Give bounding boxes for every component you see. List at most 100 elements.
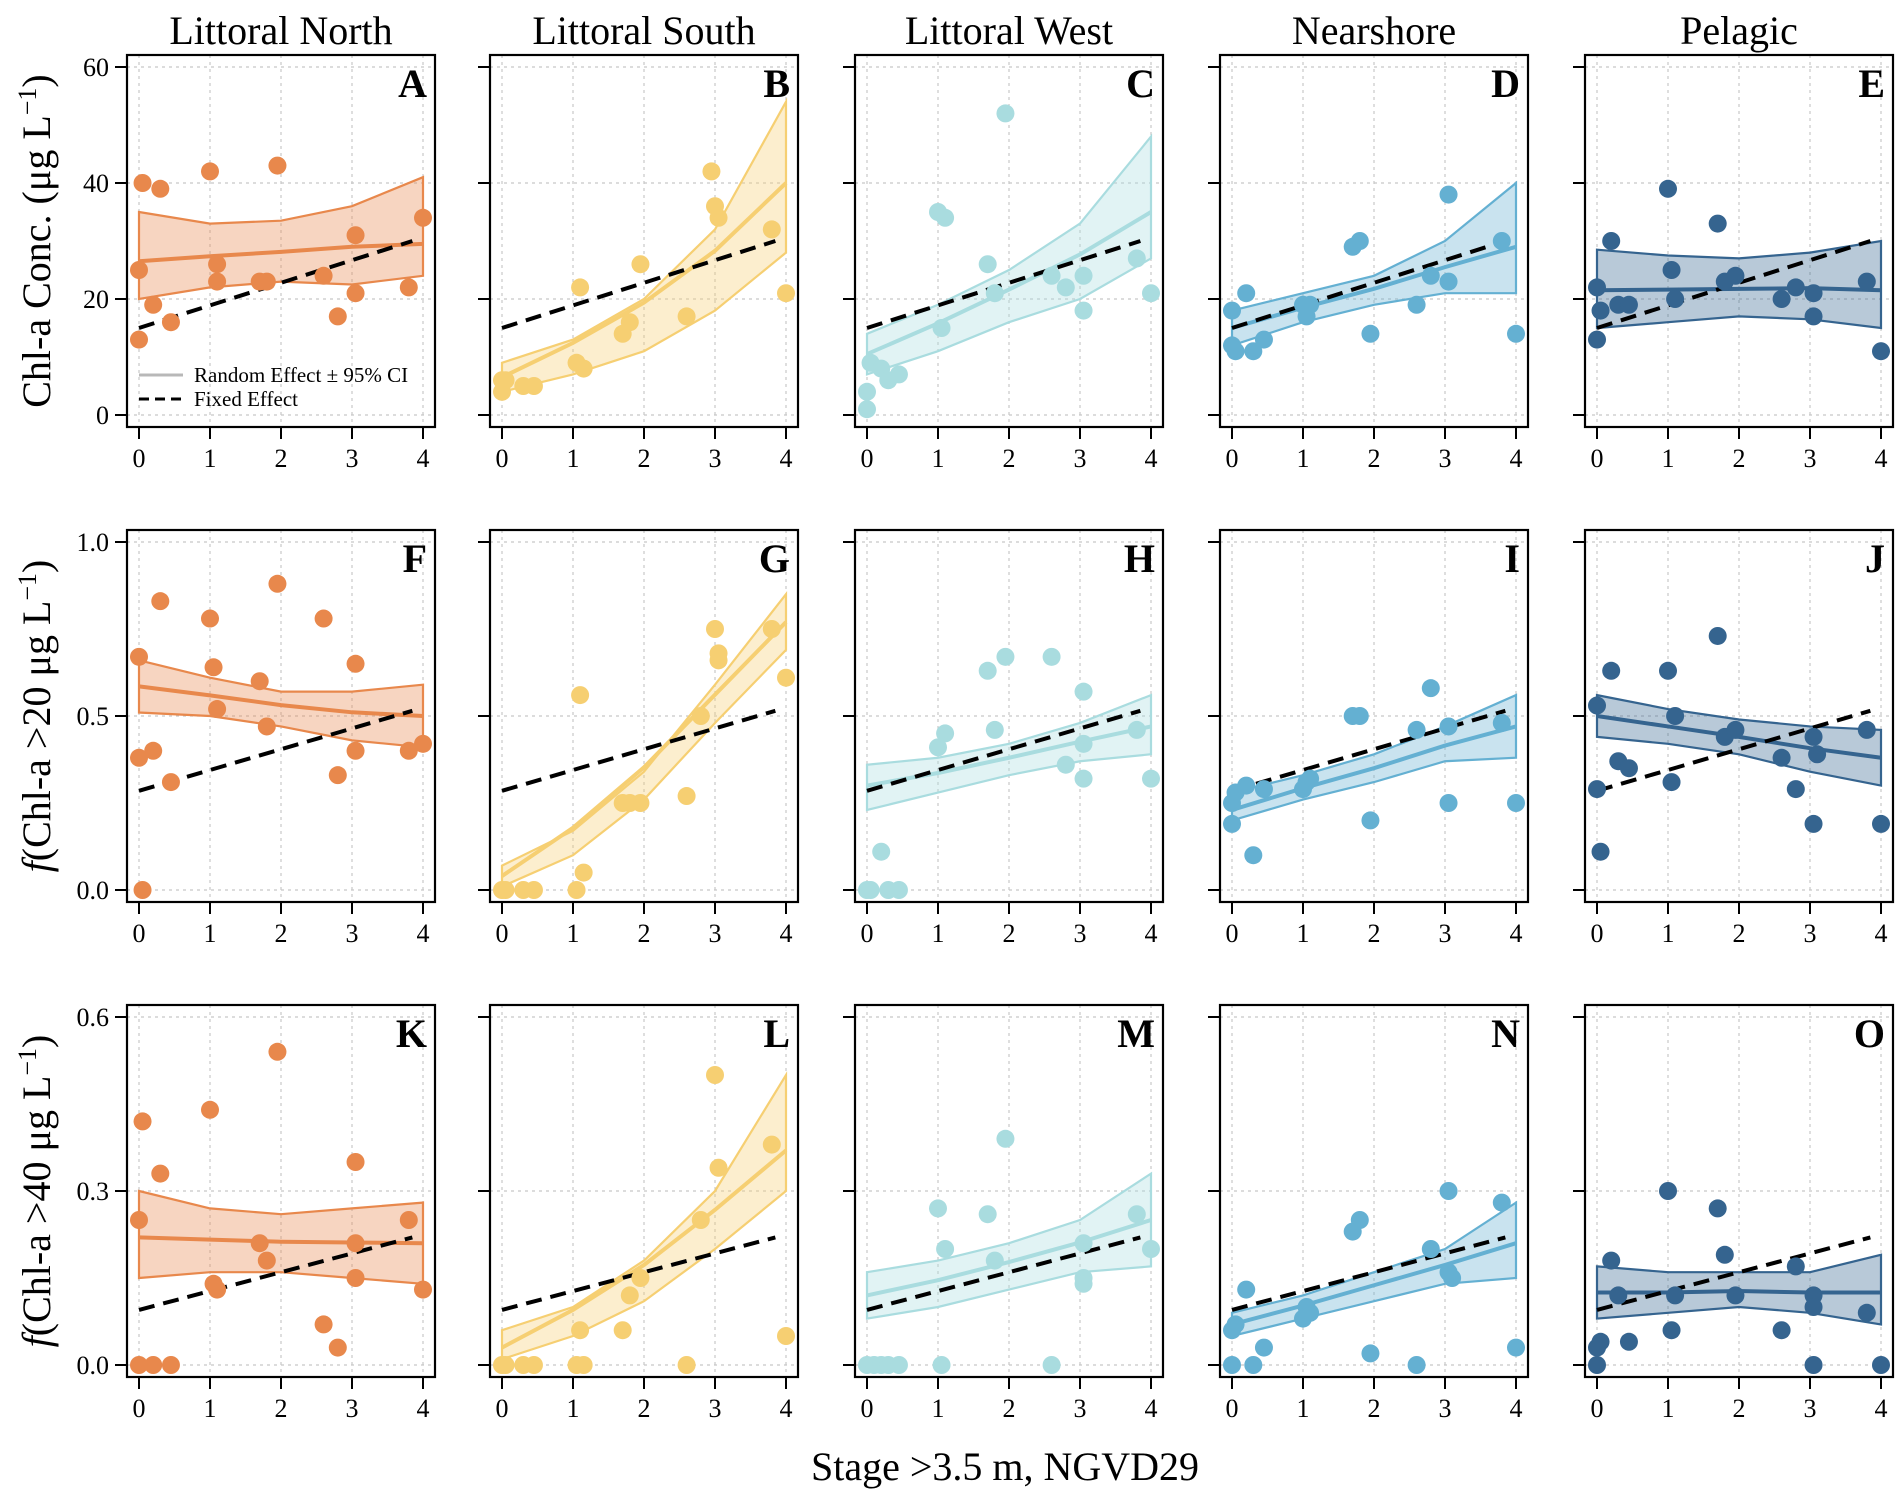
x-tick-label: 4 xyxy=(417,444,430,473)
data-point-J xyxy=(1666,707,1685,725)
random-effect-line-K xyxy=(138,1235,424,1246)
y-tick-label: 20 xyxy=(83,285,109,314)
panel-J: J 0 1 2 3 4 xyxy=(1573,528,1895,948)
data-point-F xyxy=(151,592,170,611)
x-tick-label: 3 xyxy=(1074,1394,1087,1423)
data-point-I xyxy=(1361,811,1380,830)
data-point-I xyxy=(1492,713,1511,732)
data-point-G xyxy=(777,668,795,687)
random-effect-line-H xyxy=(866,724,1152,788)
panel-F: F 0.0 0.5 1.0 0 1 2 3 4 xyxy=(77,528,437,948)
x-axis-title: Stage >3.5 m, NGVD29 xyxy=(811,1444,1199,1489)
data-point-J xyxy=(1804,727,1823,746)
data-point-N xyxy=(1237,1280,1256,1299)
x-tick-label: 3 xyxy=(1439,444,1452,473)
data-point-D xyxy=(1226,342,1245,361)
data-point-F xyxy=(399,741,418,760)
data-point-N xyxy=(1244,1356,1263,1374)
x-tick-label: 3 xyxy=(346,444,359,473)
data-point-K xyxy=(346,1269,365,1287)
y-axis-title-row-2: f(Chl-a >20 μg L−1) xyxy=(13,560,59,873)
x-tick-label: 2 xyxy=(1368,1394,1381,1423)
x-tick-label: 0 xyxy=(1226,444,1239,473)
x-tick-label: 3 xyxy=(1804,919,1817,948)
data-point-O xyxy=(1662,1321,1681,1340)
data-point-C xyxy=(985,284,1004,303)
data-point-B xyxy=(777,284,795,303)
data-point-L xyxy=(631,1269,650,1287)
y-tick-label: 0.3 xyxy=(77,1177,110,1206)
data-point-A xyxy=(208,272,227,291)
data-point-G xyxy=(706,620,724,638)
x-tick-label: 2 xyxy=(1368,444,1381,473)
data-point-M xyxy=(985,1251,1004,1270)
data-point-L xyxy=(691,1211,710,1229)
fixed-effect-line-D xyxy=(1231,239,1506,330)
data-point-L xyxy=(571,1321,590,1340)
data-point-I xyxy=(1254,780,1273,799)
column-title-littoral-north: Littoral North xyxy=(169,8,392,53)
data-point-H xyxy=(996,647,1015,666)
data-point-G xyxy=(571,686,590,705)
data-point-B xyxy=(574,359,593,378)
data-point-D xyxy=(1421,266,1440,285)
ci-band-M xyxy=(865,1171,1153,1320)
y-axis-title-sup: −1 xyxy=(13,1048,42,1076)
data-point-F xyxy=(204,658,223,677)
x-tick-label: 4 xyxy=(780,444,793,473)
fixed-effect-line-O xyxy=(1596,1235,1871,1312)
data-point-H xyxy=(1074,769,1093,788)
x-tick-label: 4 xyxy=(1145,1394,1158,1423)
data-point-C xyxy=(858,382,876,401)
x-tick-label: 4 xyxy=(417,1394,430,1423)
data-point-O xyxy=(1804,1356,1823,1374)
data-point-J xyxy=(1726,720,1745,739)
data-point-O xyxy=(1872,1356,1890,1374)
data-point-D xyxy=(1350,232,1369,250)
random-effect-line-L xyxy=(501,1148,788,1350)
data-point-H xyxy=(1042,647,1061,666)
data-point-O xyxy=(1619,1332,1638,1351)
x-tick-label: 3 xyxy=(346,919,359,948)
data-point-K xyxy=(314,1315,333,1334)
data-point-H xyxy=(1074,734,1093,753)
data-point-J xyxy=(1857,720,1876,739)
data-point-J xyxy=(1659,661,1677,680)
data-point-J xyxy=(1708,626,1727,645)
data-point-B xyxy=(571,278,590,297)
panel-letter-I: I xyxy=(1504,536,1520,581)
data-point-E xyxy=(1804,284,1823,303)
x-tick-label: 4 xyxy=(417,919,430,948)
x-tick-label: 1 xyxy=(1297,919,1310,948)
data-point-D xyxy=(1439,185,1458,204)
data-point-B xyxy=(762,220,781,239)
data-point-K xyxy=(346,1234,365,1253)
data-point-I xyxy=(1421,679,1440,698)
data-point-O xyxy=(1609,1286,1628,1305)
data-point-C xyxy=(1127,249,1146,268)
data-point-F xyxy=(346,741,365,760)
x-tick-label: 0 xyxy=(496,1394,509,1423)
data-point-B xyxy=(677,307,696,326)
data-point-E xyxy=(1659,179,1677,198)
data-point-M xyxy=(936,1240,955,1258)
data-point-F xyxy=(161,773,180,792)
data-point-A xyxy=(268,156,287,175)
x-tick-label: 0 xyxy=(496,919,509,948)
data-point-D xyxy=(1301,295,1320,314)
panel-K: K 0.0 0.3 0.6 0 1 2 3 4 xyxy=(77,1003,437,1423)
data-point-E xyxy=(1786,278,1805,297)
data-point-J xyxy=(1804,814,1823,833)
y-tick-label: 0 xyxy=(96,401,109,430)
data-point-C xyxy=(858,400,876,419)
x-tick-label: 0 xyxy=(1591,1394,1604,1423)
data-point-L xyxy=(620,1286,639,1305)
data-point-D xyxy=(1439,272,1458,291)
y-axis-title-row-1: Chl-a Conc. (μg L−1) xyxy=(13,74,59,408)
y-axis-title-sup: −1 xyxy=(13,88,42,116)
x-tick-label: 0 xyxy=(133,1394,146,1423)
data-point-G xyxy=(709,651,728,670)
data-point-F xyxy=(414,734,432,753)
data-point-I xyxy=(1244,846,1263,865)
